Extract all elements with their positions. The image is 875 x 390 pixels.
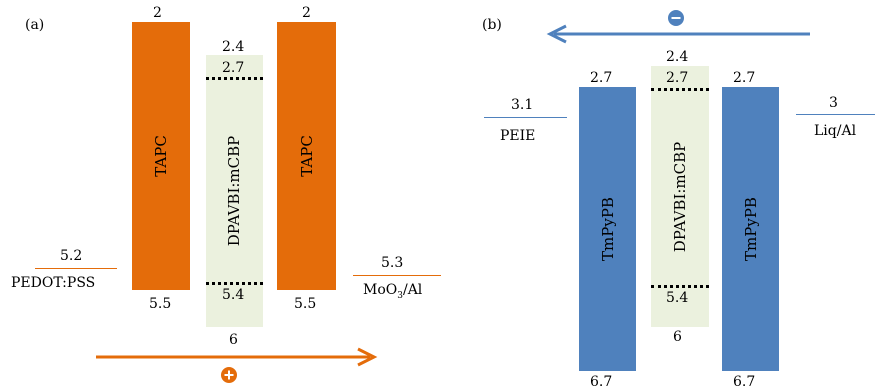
anode-level-line	[35, 268, 117, 269]
tmpypb-left-layer: TmPyPB	[579, 87, 636, 371]
plus-circle-icon	[221, 367, 237, 383]
tmpypb-right-top-level: 2.7	[733, 70, 756, 86]
panel-b-label: (b)	[482, 17, 502, 33]
anode-level: 5.2	[60, 248, 83, 264]
emissive-a-top-dotted-line	[206, 77, 263, 80]
emissive-a-top-dotted-level: 2.7	[222, 60, 245, 76]
tmpypb-left-label: TmPyPB	[598, 197, 617, 261]
anode-label: PEDOT:PSS	[11, 275, 96, 291]
emissive-b-bottom-dotted-level: 5.4	[666, 290, 689, 306]
emissive-b-bottom-dotted-line	[651, 285, 709, 288]
tmpypb-left-top-level: 2.7	[590, 70, 613, 86]
tmpypb-right-label: TmPyPB	[741, 197, 760, 261]
emissive-b-label: DPAVBI:mCBP	[671, 141, 690, 252]
tapc-right-bottom-level: 5.5	[294, 296, 317, 312]
liq-al-level: 3	[829, 95, 838, 111]
tapc-left-top-level: 2	[153, 5, 162, 21]
emissive-b-top-dotted-line	[651, 88, 709, 91]
emissive-a-bottom-dotted-line	[206, 282, 263, 285]
electron-transport-arrow	[546, 24, 810, 44]
cathode-level-line	[353, 275, 441, 276]
liq-al-level-line	[796, 114, 875, 115]
tmpypb-left-bottom-level: 6.7	[590, 374, 613, 390]
hole-transport-arrow	[96, 347, 378, 367]
emissive-layer-a: DPAVBI:mCBP	[206, 55, 263, 327]
tmpypb-right-bottom-level: 6.7	[733, 374, 756, 390]
cathode-level: 5.3	[381, 255, 404, 271]
emissive-a-bottom-dotted-level: 5.4	[222, 287, 245, 303]
peie-label: PEIE	[500, 128, 536, 144]
tmpypb-right-layer: TmPyPB	[722, 87, 779, 371]
emissive-a-label: DPAVBI:mCBP	[225, 135, 244, 247]
tapc-left-layer: TAPC	[132, 22, 190, 290]
panel-a-label: (a)	[25, 17, 45, 33]
tapc-left-label: TAPC	[152, 135, 170, 177]
peie-level-line	[484, 117, 567, 118]
liq-al-label: Liq/Al	[814, 123, 857, 139]
tapc-right-label: TAPC	[297, 135, 316, 177]
peie-level: 3.1	[511, 97, 534, 113]
cathode-label: MoO3/Al	[363, 282, 423, 301]
tapc-right-top-level: 2	[302, 5, 311, 21]
emissive-b-top-dotted-level: 2.7	[666, 70, 689, 86]
emissive-a-top-outer-level: 2.4	[222, 39, 245, 55]
minus-circle-icon	[668, 10, 684, 26]
emissive-a-bottom-outer-level: 6	[229, 332, 238, 348]
tapc-right-layer: TAPC	[277, 22, 336, 290]
emissive-b-bottom-outer-level: 6	[673, 329, 682, 345]
tapc-left-bottom-level: 5.5	[149, 296, 172, 312]
emissive-layer-b: DPAVBI:mCBP	[651, 66, 709, 327]
emissive-b-top-outer-level: 2.4	[666, 49, 689, 65]
